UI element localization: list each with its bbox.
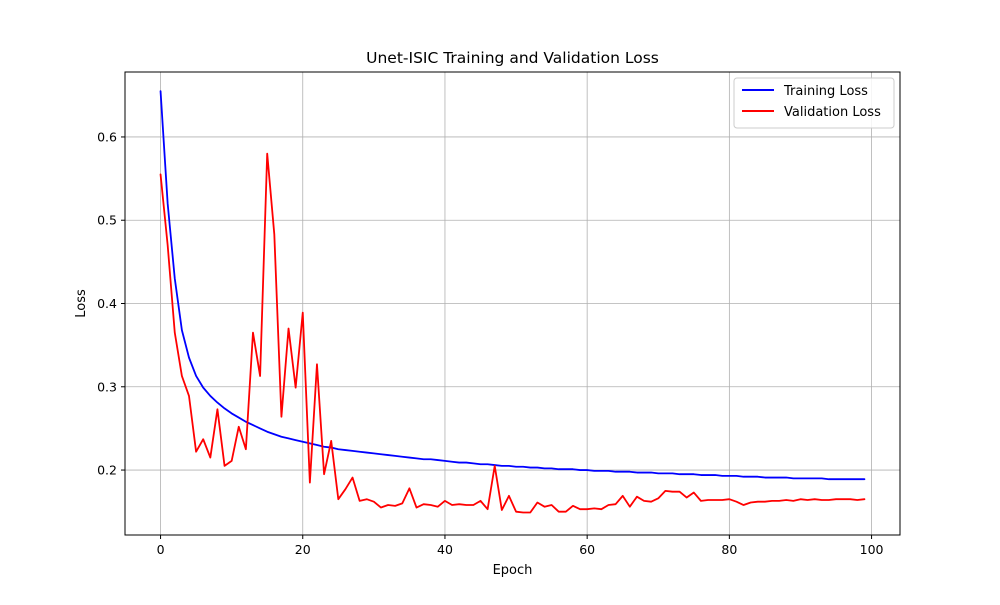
y-tick-label: 0.4 <box>97 296 117 311</box>
axis-ticks: 0 20 40 60 80 100 0.2 0.3 0.4 0.5 0.6 <box>97 129 883 557</box>
x-tick-label: 80 <box>721 542 737 557</box>
validation-loss-line <box>159 152 866 514</box>
legend: Training Loss Validation Loss <box>733 77 895 129</box>
grid-lines <box>125 72 900 535</box>
x-tick-label: 100 <box>860 542 884 557</box>
x-tick-label: 40 <box>437 542 453 557</box>
series-lines <box>159 90 866 514</box>
y-axis-label: Loss <box>74 289 89 318</box>
y-tick-label: 0.2 <box>97 463 117 478</box>
legend-label-training-loss: Training Loss <box>783 84 868 99</box>
y-tick-label: 0.5 <box>97 213 117 228</box>
chart-title: Unet-ISIC Training and Validation Loss <box>366 49 659 67</box>
training-loss-line <box>159 90 866 481</box>
x-tick-label: 0 <box>157 542 165 557</box>
y-tick-label: 0.6 <box>97 129 117 144</box>
legend-label-validation-loss: Validation Loss <box>784 105 881 120</box>
x-axis-label: Epoch <box>493 563 533 578</box>
x-tick-label: 20 <box>295 542 311 557</box>
y-tick-label: 0.3 <box>97 379 117 394</box>
x-tick-label: 60 <box>579 542 595 557</box>
